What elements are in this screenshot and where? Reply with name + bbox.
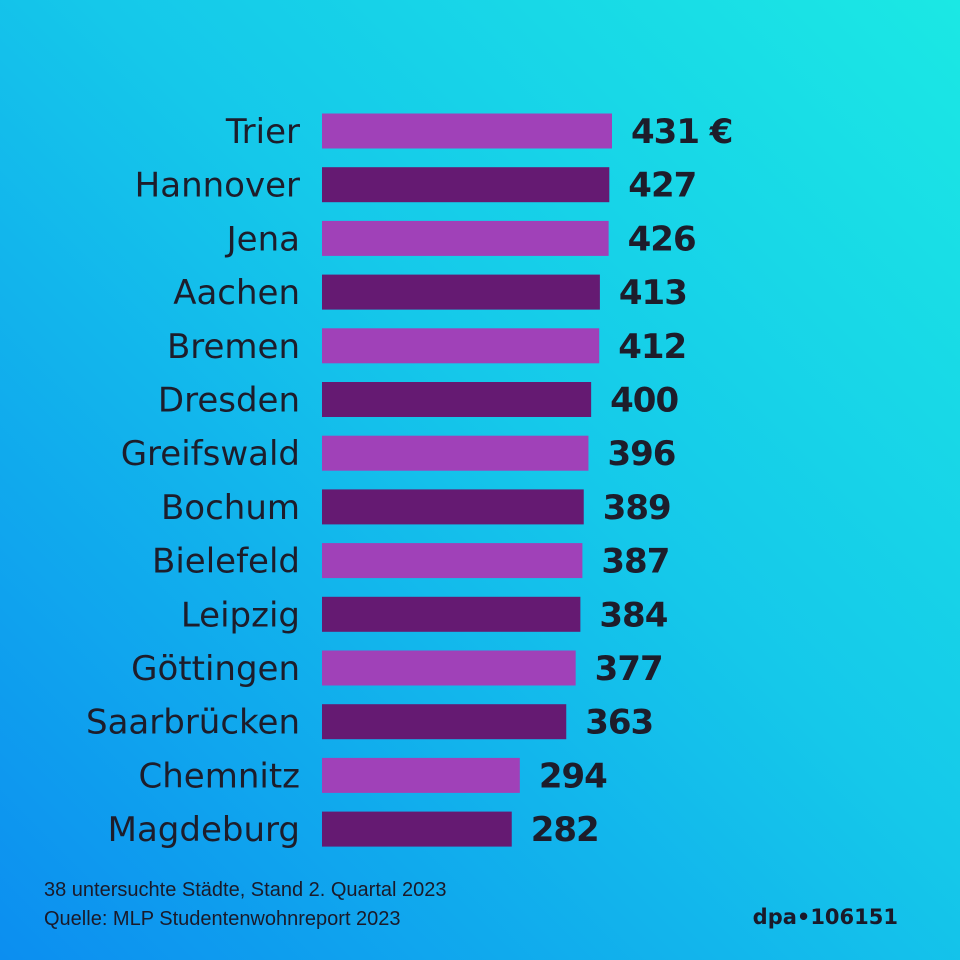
bar [322,811,512,847]
value-label: 384 [599,595,667,635]
category-label: Greifswald [121,434,300,474]
category-label: Bremen [167,327,300,367]
value-label: 396 [607,434,675,474]
value-label: 282 [531,810,599,850]
category-label: Leipzig [181,595,300,635]
category-label: Trier [225,112,300,152]
bar [322,650,576,686]
value-label: 377 [595,649,663,689]
bar [322,704,567,740]
category-label: Chemnitz [139,756,301,796]
bar [322,596,581,632]
bar [322,220,609,256]
value-label: 426 [628,219,696,259]
bar [322,328,600,364]
category-label: Jena [225,219,300,259]
value-label: 431 € [631,112,732,152]
category-label: Saarbrücken [86,703,300,743]
value-label: 427 [628,166,696,206]
category-label: Dresden [158,381,300,421]
value-label: 413 [619,273,687,313]
value-label: 412 [618,327,686,367]
value-label: 389 [603,488,671,528]
bar [322,489,584,525]
category-label: Bielefeld [152,542,300,582]
category-label: Aachen [173,273,300,313]
footer-note: 38 untersuchte Städte, Stand 2. Quartal … [44,879,447,901]
bar [322,167,610,203]
bar [322,274,600,310]
footer-source: Quelle: MLP Studentenwohnreport 2023 [44,908,401,930]
bar [322,382,592,417]
category-label: Göttingen [131,649,300,689]
dpa-credit: dpa•106151 [752,905,898,929]
category-label: Bochum [161,488,300,528]
value-label: 387 [601,542,669,582]
category-label: Magdeburg [108,810,300,850]
category-label: Hannover [135,166,300,206]
bar [322,435,589,471]
bar [322,757,520,793]
footer-notes: 38 untersuchte Städte, Stand 2. Quartal … [44,876,447,934]
bar [322,113,612,149]
value-label: 363 [585,703,653,743]
bar [322,543,583,579]
value-label: 400 [610,381,678,421]
value-label: 294 [539,756,607,796]
